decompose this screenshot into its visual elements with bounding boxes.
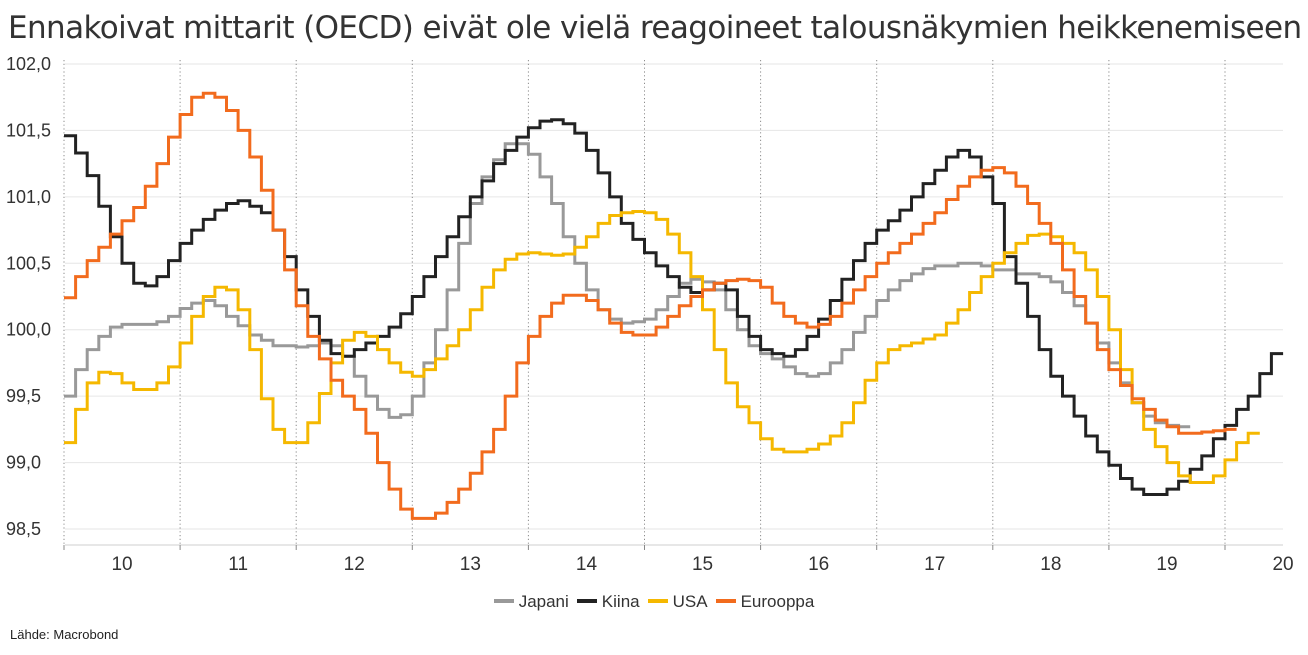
x-tick-label: 11 <box>228 554 248 575</box>
x-tick-label: 20 <box>1272 554 1293 575</box>
legend-item-kiina: Kiina <box>576 592 640 612</box>
y-tick-label: 100,0 <box>6 320 51 340</box>
x-tick-label: 17 <box>924 554 945 575</box>
y-tick-label: 102,0 <box>6 54 51 74</box>
legend-swatch <box>715 598 736 603</box>
x-tick-label: 14 <box>576 554 598 575</box>
y-tick-label: 99,5 <box>6 386 41 406</box>
chart-title: Ennakoivat mittarit (OECD) eivät ole vie… <box>8 10 1302 46</box>
series-group <box>64 91 1284 520</box>
source-note: Lähde: Macrobond <box>10 627 119 642</box>
series-line-eurooppa <box>64 91 1237 520</box>
legend-label: Eurooppa <box>740 592 815 611</box>
x-tick-label: 15 <box>692 554 713 575</box>
x-tick-label: 13 <box>460 554 481 575</box>
x-axis: 10 11 12 13 14 15 16 17 18 19 20 <box>63 544 1294 575</box>
legend-item-usa: USA <box>647 592 708 612</box>
series-line-usa <box>64 210 1260 484</box>
y-tick-label: 98,5 <box>6 519 41 539</box>
y-tick-label: 99,0 <box>6 453 41 473</box>
y-tick-label: 100,5 <box>6 253 51 273</box>
x-tick-label: 16 <box>808 554 829 575</box>
legend-item-eurooppa: Eurooppa <box>715 592 815 612</box>
legend-label: Kiina <box>601 592 640 611</box>
legend-swatch <box>576 598 597 603</box>
y-tick-label: 101,0 <box>6 187 51 207</box>
x-tick-label: 19 <box>1156 554 1177 575</box>
series-line-kiina <box>64 118 1284 496</box>
x-tick-label: 10 <box>111 554 132 575</box>
legend-item-japani: Japani <box>493 592 569 612</box>
y-axis: 98,5 99,0 99,5 100,0 100,5 101,0 101,5 102,0 <box>6 54 51 539</box>
legend-label: USA <box>672 592 708 611</box>
x-tick-label: 12 <box>344 554 365 575</box>
legend: Japani Kiina USA Eurooppa <box>0 592 1308 612</box>
legend-swatch <box>647 598 668 603</box>
legend-label: Japani <box>518 592 569 611</box>
legend-swatch <box>493 598 514 603</box>
x-tick-label: 18 <box>1040 554 1061 575</box>
y-tick-label: 101,5 <box>6 120 51 140</box>
grid <box>63 60 1283 545</box>
